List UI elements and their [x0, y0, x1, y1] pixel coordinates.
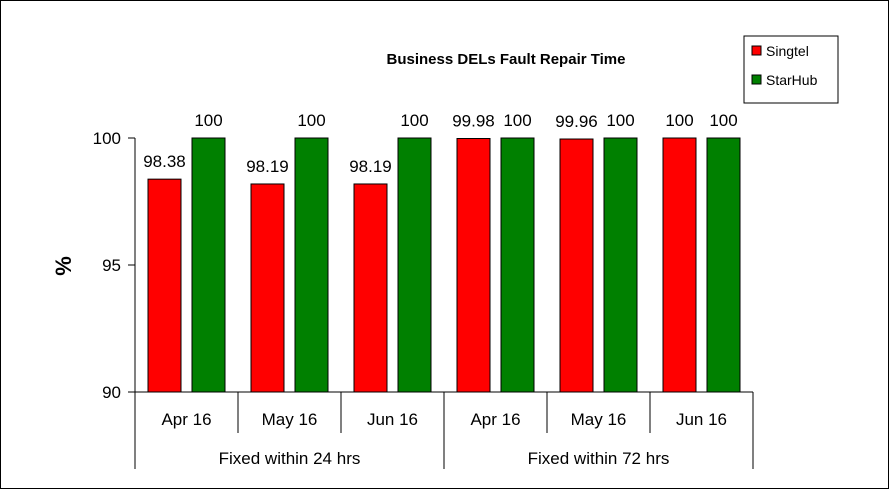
bar-singtel: [147, 178, 182, 393]
x-group-label: Fixed within 72 hrs: [528, 449, 670, 468]
bar-singtel: [662, 137, 697, 393]
bar-starhub: [294, 137, 329, 393]
x-tick-label: Apr 16: [161, 410, 211, 429]
bar-singtel: [353, 183, 388, 393]
legend-swatch-starhub: [751, 74, 762, 85]
x-tick-label: Jun 16: [676, 410, 727, 429]
data-label: 100: [400, 111, 428, 130]
x-tick-label: May 16: [262, 410, 318, 429]
bars: [147, 137, 741, 393]
y-tick-label: 100: [93, 129, 121, 148]
y-tick-label: 95: [102, 256, 121, 275]
data-label: 98.19: [349, 157, 392, 176]
data-label: 100: [503, 111, 531, 130]
bar-starhub: [706, 137, 741, 393]
data-label: 100: [194, 111, 222, 130]
data-label: 99.96: [555, 112, 598, 131]
axes: 90 95 100 Apr 16 May 16 Jun 16 Apr 16 May 16 Jun…: [93, 129, 754, 469]
x-tick-label: May 16: [571, 410, 627, 429]
legend-label-starhub: StarHub: [766, 72, 818, 88]
bar-starhub: [603, 137, 638, 393]
data-label: 100: [606, 111, 634, 130]
bar-singtel: [456, 138, 491, 393]
bar-singtel: [250, 183, 285, 393]
data-label: 98.19: [246, 157, 289, 176]
bar-singtel: [559, 138, 594, 393]
data-label: 100: [665, 111, 693, 130]
data-label: 99.98: [452, 112, 495, 131]
bar-starhub: [191, 137, 226, 393]
y-axis-label: %: [51, 256, 76, 276]
legend: Singtel StarHub: [743, 35, 839, 104]
data-label: 100: [297, 111, 325, 130]
y-tick-label: 90: [102, 383, 121, 402]
data-label: 100: [709, 111, 737, 130]
bar-starhub: [500, 137, 535, 393]
x-tick-label: Apr 16: [470, 410, 520, 429]
x-group-label: Fixed within 24 hrs: [219, 449, 361, 468]
chart-title: Business DELs Fault Repair Time: [387, 51, 626, 68]
legend-swatch-singtel: [751, 45, 762, 56]
data-labels: 98.38 100 98.19 100 98.19 100 99.98 100 99.96 100…: [143, 111, 737, 176]
x-tick-label: Jun 16: [367, 410, 418, 429]
legend-label-singtel: Singtel: [766, 43, 809, 59]
bar-starhub: [397, 137, 432, 393]
data-label: 98.38: [143, 152, 186, 171]
